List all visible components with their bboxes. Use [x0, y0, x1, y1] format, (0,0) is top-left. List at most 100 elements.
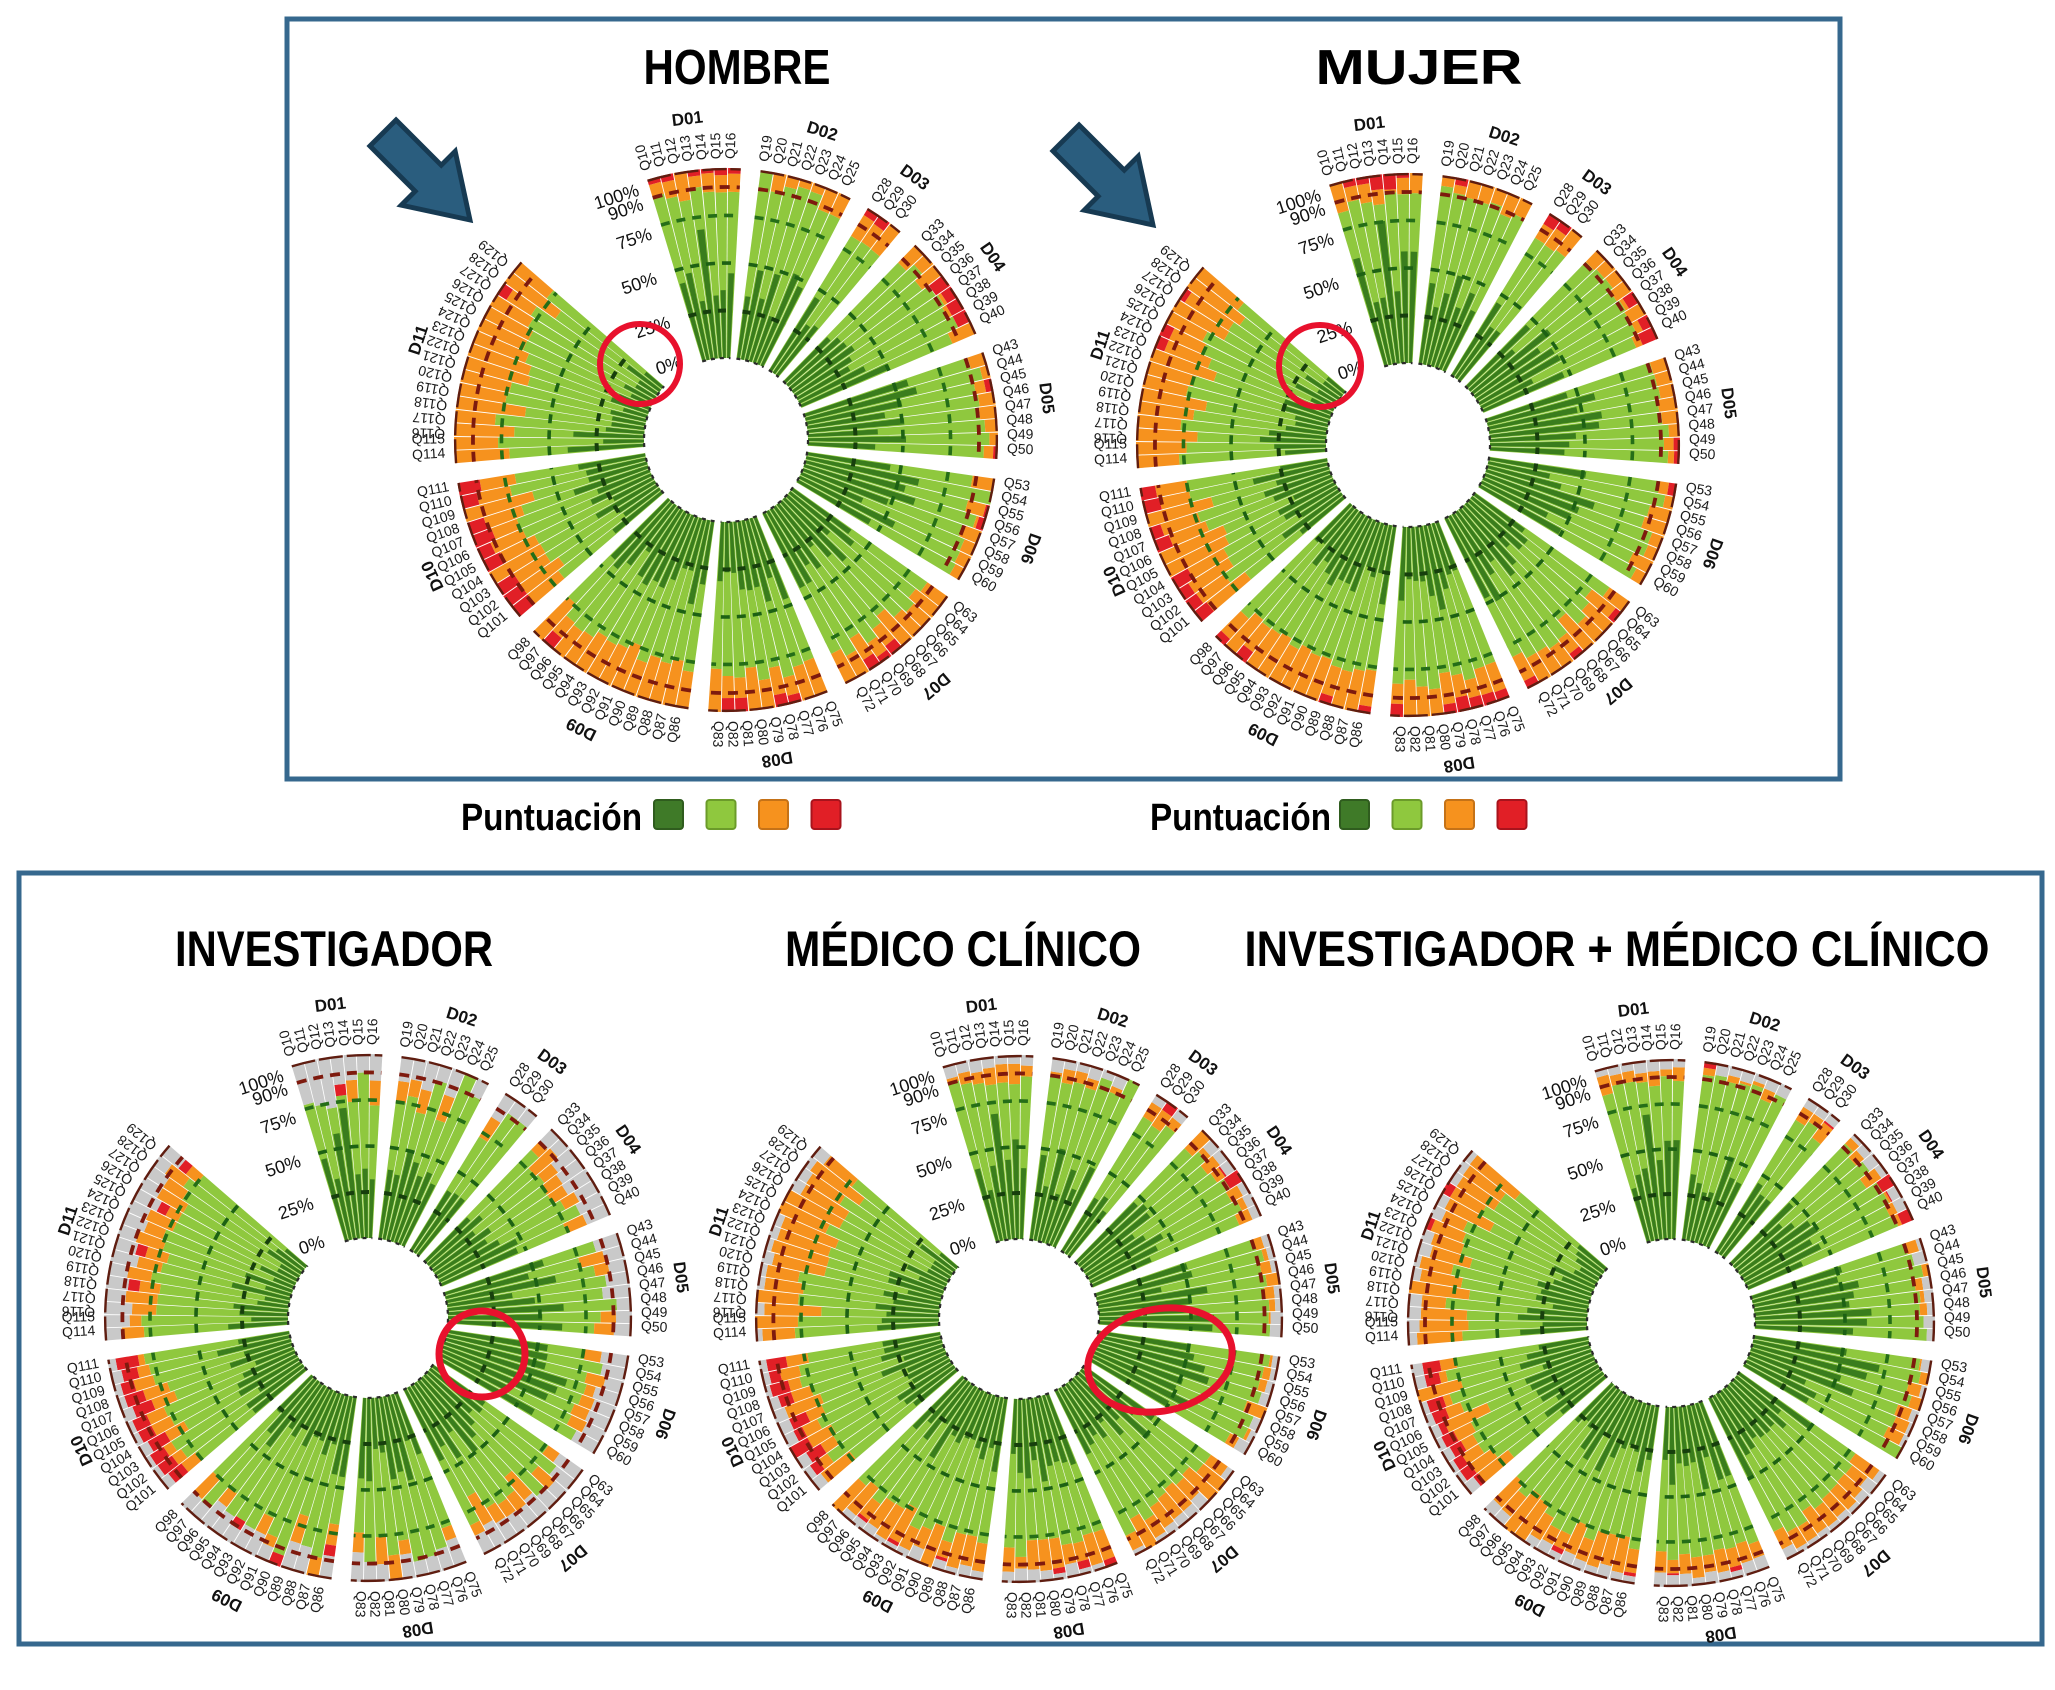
svg-text:Q46: Q46	[1939, 1264, 1968, 1284]
svg-text:Q119: Q119	[1368, 1263, 1404, 1285]
svg-text:Q83: Q83	[352, 1591, 369, 1618]
svg-text:Q21: Q21	[1726, 1030, 1748, 1060]
svg-text:Q13: Q13	[319, 1020, 338, 1048]
svg-text:Q118: Q118	[63, 1273, 98, 1293]
svg-text:Q43: Q43	[1275, 1216, 1305, 1239]
svg-text:Q50: Q50	[1007, 440, 1034, 457]
svg-text:Q88: Q88	[634, 708, 656, 738]
svg-text:Q50: Q50	[1944, 1323, 1971, 1340]
svg-text:Q48: Q48	[1688, 415, 1716, 432]
svg-text:D08: D08	[1704, 1623, 1738, 1647]
svg-text:Q118: Q118	[1095, 399, 1130, 419]
svg-text:Q14: Q14	[334, 1019, 352, 1047]
svg-text:Q117: Q117	[1094, 414, 1129, 433]
svg-text:Q117: Q117	[1365, 1293, 1400, 1312]
svg-text:Q86: Q86	[663, 715, 683, 744]
svg-text:Q78: Q78	[422, 1582, 443, 1611]
svg-text:Q48: Q48	[1006, 410, 1034, 427]
svg-text:Q15: Q15	[1652, 1023, 1669, 1050]
svg-text:Q54: Q54	[1682, 493, 1711, 514]
svg-text:Q79: Q79	[1711, 1591, 1731, 1620]
svg-text:Q13: Q13	[676, 134, 695, 162]
svg-text:D05: D05	[1035, 382, 1058, 415]
svg-text:Q13: Q13	[970, 1021, 989, 1049]
svg-text:Q43: Q43	[624, 1215, 654, 1238]
svg-text:Q118: Q118	[413, 394, 448, 414]
svg-text:Q83: Q83	[710, 721, 727, 748]
svg-text:Q110: Q110	[1370, 1373, 1406, 1396]
svg-text:Q45: Q45	[633, 1244, 662, 1265]
svg-text:Q50: Q50	[641, 1318, 668, 1335]
svg-text:Q87: Q87	[648, 712, 669, 741]
svg-text:Q120: Q120	[416, 362, 453, 386]
svg-text:Q116: Q116	[411, 425, 445, 442]
svg-text:Q81: Q81	[381, 1590, 399, 1618]
svg-text:Q21: Q21	[423, 1025, 445, 1055]
svg-text:Q16: Q16	[1667, 1023, 1684, 1050]
svg-text:Q20: Q20	[1061, 1023, 1082, 1052]
svg-text:Q43: Q43	[990, 335, 1020, 358]
svg-text:Q47: Q47	[1686, 400, 1714, 419]
svg-text:Q12: Q12	[304, 1022, 324, 1051]
svg-text:Q115: Q115	[62, 1308, 96, 1324]
svg-text:D01: D01	[1353, 113, 1386, 136]
svg-text:Q46: Q46	[1002, 380, 1031, 400]
svg-text:D08: D08	[1052, 1619, 1086, 1643]
svg-text:Q46: Q46	[636, 1259, 665, 1279]
svg-text:Q15: Q15	[1000, 1019, 1017, 1046]
svg-text:Q49: Q49	[1007, 426, 1034, 442]
svg-text:Q13: Q13	[1622, 1025, 1641, 1053]
svg-text:Q88: Q88	[278, 1578, 300, 1608]
svg-text:Q19: Q19	[396, 1020, 416, 1049]
svg-text:Q53: Q53	[637, 1350, 666, 1370]
svg-text:Q111: Q111	[416, 478, 451, 500]
svg-text:Q56: Q56	[1277, 1392, 1307, 1416]
svg-text:Q110: Q110	[1099, 497, 1135, 520]
svg-text:Q79: Q79	[408, 1586, 428, 1615]
svg-text:Q14: Q14	[1637, 1024, 1655, 1052]
svg-text:Q76: Q76	[1099, 1575, 1122, 1605]
svg-text:Q117: Q117	[62, 1288, 97, 1307]
svg-text:HOMBRE: HOMBRE	[644, 41, 831, 95]
svg-text:Q47: Q47	[1004, 395, 1032, 414]
svg-text:Q86: Q86	[307, 1585, 327, 1614]
svg-text:Q77: Q77	[435, 1579, 457, 1609]
svg-text:Q48: Q48	[1291, 1290, 1319, 1307]
svg-text:Q19: Q19	[1437, 139, 1457, 168]
svg-text:Q15: Q15	[349, 1018, 366, 1045]
svg-text:Q87: Q87	[292, 1582, 313, 1611]
svg-text:Q44: Q44	[629, 1230, 659, 1252]
svg-text:Q12: Q12	[955, 1023, 975, 1052]
svg-text:Q48: Q48	[640, 1289, 668, 1306]
svg-text:Puntuación: Puntuación	[1150, 797, 1331, 839]
svg-text:Q46: Q46	[1684, 385, 1713, 405]
svg-text:Q11: Q11	[646, 140, 667, 169]
svg-text:Q77: Q77	[1477, 713, 1499, 743]
svg-text:Q45: Q45	[1284, 1245, 1313, 1266]
svg-text:Q43: Q43	[1672, 340, 1702, 363]
svg-text:Q82: Q82	[367, 1591, 383, 1618]
svg-text:Q110: Q110	[67, 1368, 103, 1391]
svg-text:D01: D01	[1617, 998, 1650, 1021]
svg-text:Q49: Q49	[1944, 1309, 1971, 1325]
svg-text:Q111: Q111	[716, 1356, 751, 1378]
svg-text:Q118: Q118	[714, 1274, 749, 1294]
svg-text:Q12: Q12	[1607, 1027, 1627, 1056]
svg-text:MÉDICO CLÍNICO: MÉDICO CLÍNICO	[785, 921, 1141, 977]
svg-text:Q115: Q115	[713, 1309, 747, 1325]
svg-text:Q53: Q53	[1003, 474, 1032, 494]
svg-text:Q82: Q82	[1407, 726, 1423, 753]
svg-text:Q53: Q53	[1940, 1355, 1969, 1375]
svg-text:Q80: Q80	[1046, 1589, 1065, 1617]
svg-text:Q81: Q81	[1032, 1591, 1050, 1619]
svg-text:Q117: Q117	[713, 1289, 748, 1308]
svg-text:Q89: Q89	[263, 1574, 286, 1604]
svg-text:Q116: Q116	[61, 1303, 95, 1320]
svg-text:Q76: Q76	[1491, 709, 1514, 739]
svg-text:Q111: Q111	[1098, 483, 1133, 505]
svg-text:Q10: Q10	[631, 143, 654, 173]
svg-text:Q115: Q115	[412, 430, 446, 446]
svg-text:Q12: Q12	[661, 136, 681, 165]
svg-text:Q20: Q20	[1713, 1027, 1734, 1056]
svg-text:Q44: Q44	[1677, 355, 1707, 377]
